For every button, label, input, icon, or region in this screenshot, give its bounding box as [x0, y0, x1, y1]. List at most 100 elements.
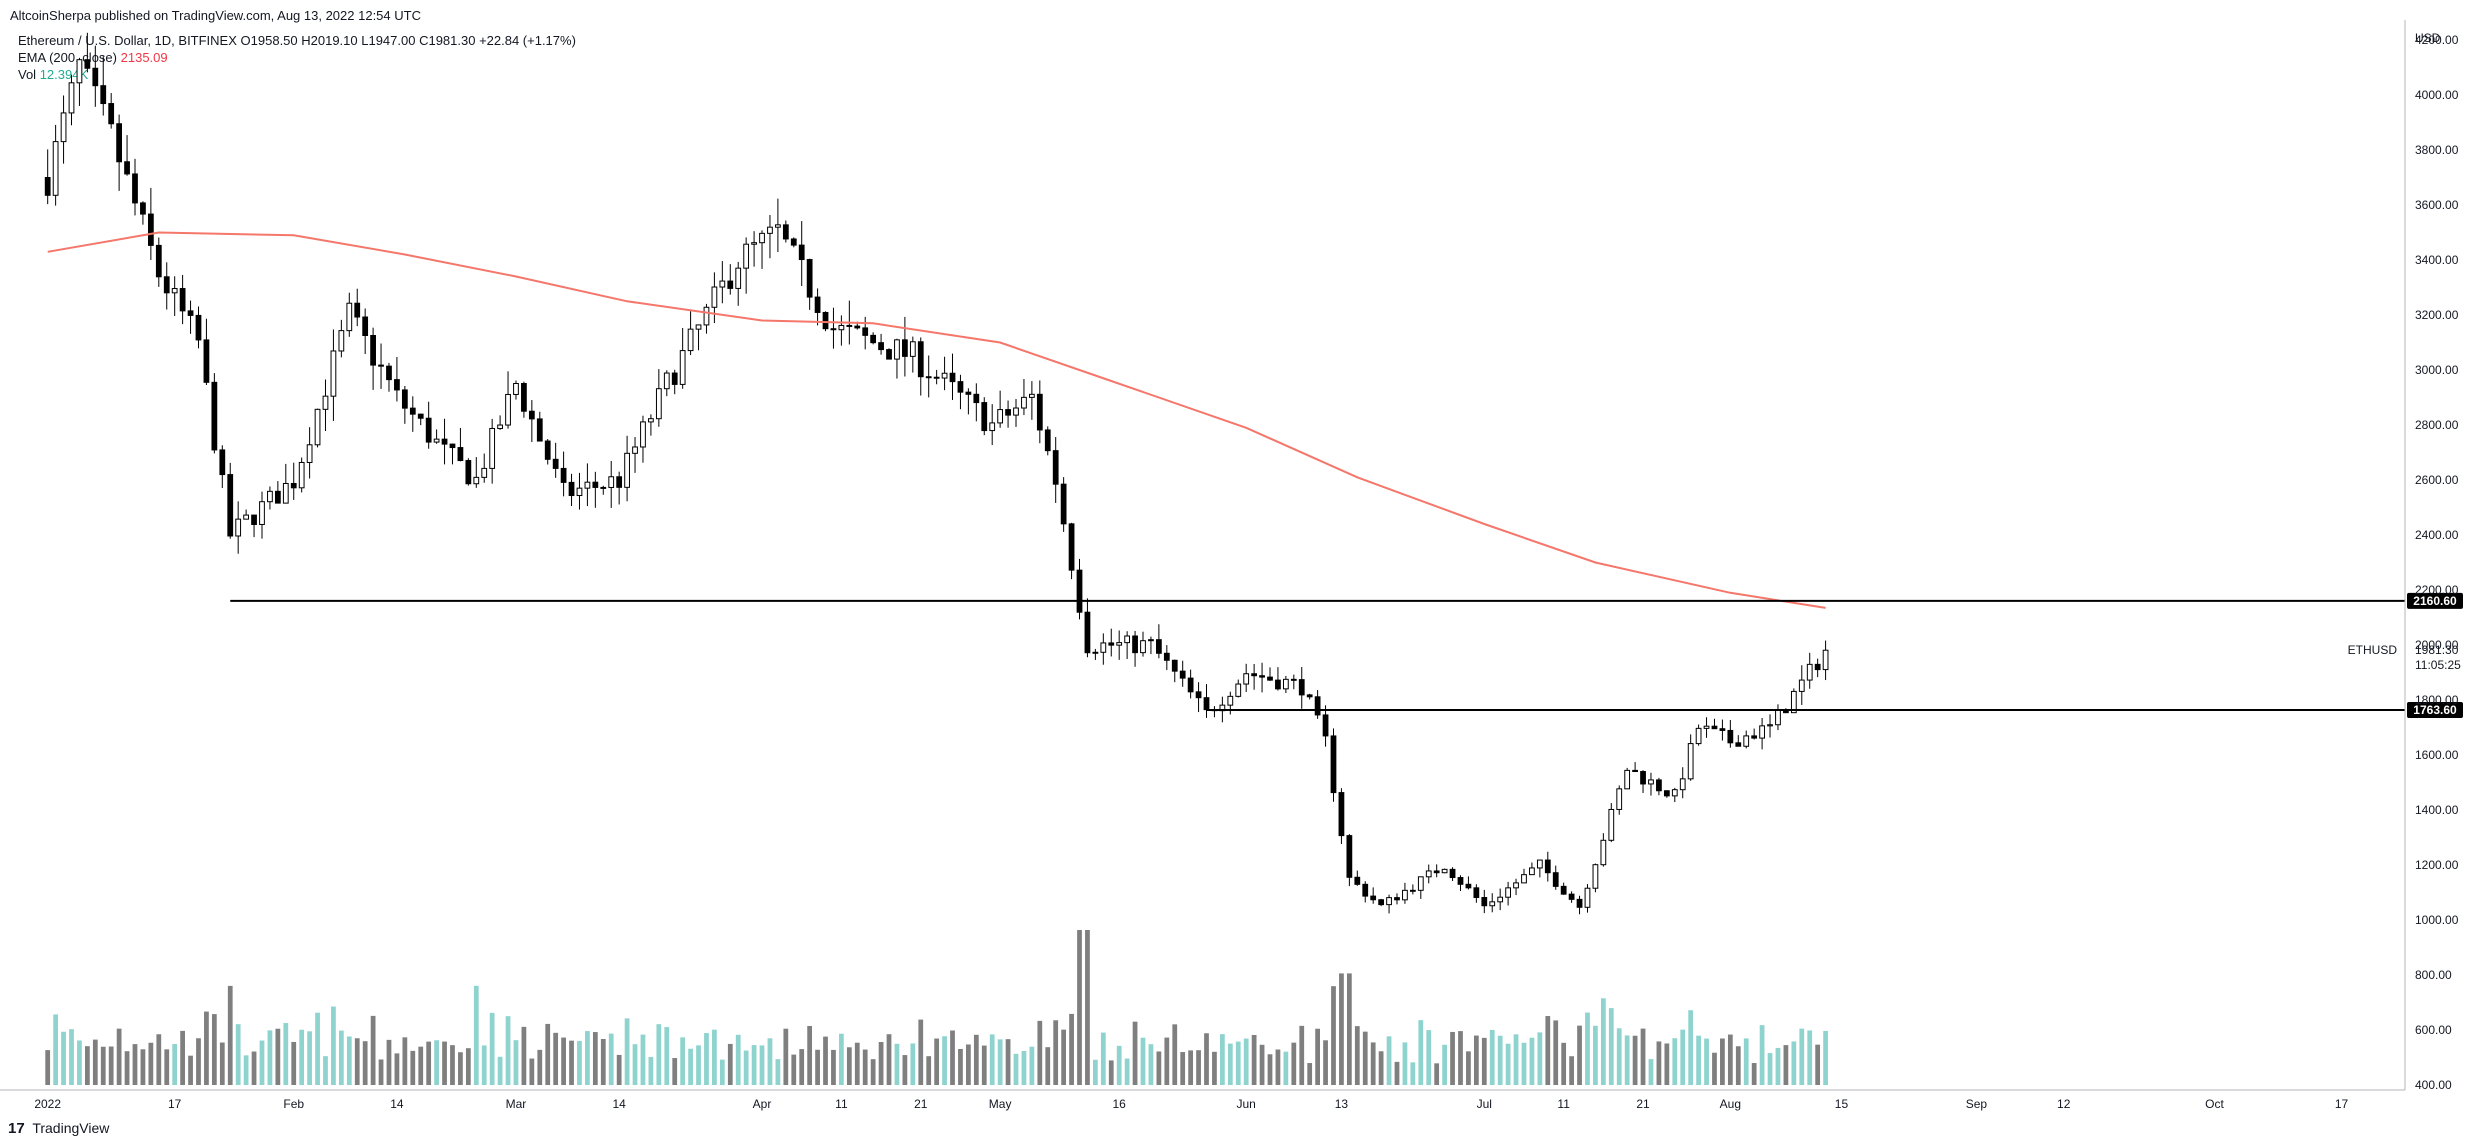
volume-bar	[450, 1045, 455, 1085]
x-tick-label: Oct	[2205, 1097, 2224, 1111]
x-tick-label: Sep	[1966, 1097, 1988, 1111]
volume-bar	[1735, 1046, 1741, 1085]
x-tick-label: 21	[1636, 1097, 1650, 1111]
candle-body	[989, 422, 996, 432]
candle-body	[505, 393, 511, 426]
volume-bar	[84, 1046, 90, 1085]
volume-bar	[291, 1041, 297, 1085]
volume-bar	[1743, 1038, 1749, 1085]
volume-bar	[1466, 1051, 1471, 1085]
candle-body	[132, 173, 138, 204]
x-tick-label: Feb	[283, 1097, 304, 1111]
volume-bar	[116, 1028, 122, 1085]
candle-body	[1536, 859, 1543, 869]
candle-body	[52, 141, 59, 196]
volume-bar	[1727, 1034, 1733, 1085]
candle-body	[465, 460, 472, 485]
candle-body	[941, 372, 948, 379]
volume-bar	[1172, 1024, 1178, 1085]
candle-body	[560, 467, 567, 483]
x-tick-label: 15	[1835, 1097, 1849, 1111]
volume-bar	[1077, 930, 1082, 1085]
volume-bar	[1680, 1029, 1686, 1085]
candle-body	[370, 334, 376, 366]
volume-bar	[767, 1038, 773, 1085]
candle-body	[648, 418, 654, 423]
volume-bar	[1624, 1035, 1630, 1085]
volume-bar	[894, 1043, 900, 1085]
candle-body	[251, 514, 257, 525]
candle-body	[1259, 675, 1265, 678]
volume-bar	[1315, 1028, 1321, 1085]
volume-bar	[1124, 1058, 1130, 1085]
volume-bar	[1386, 1036, 1392, 1085]
volume-bar	[696, 1045, 701, 1085]
candle-body	[1013, 407, 1019, 416]
candle-body	[1457, 877, 1464, 885]
volume-bar	[140, 1049, 146, 1085]
last-price-symbol: ETHUSD	[2348, 643, 2398, 657]
volume-bar	[1656, 1041, 1662, 1085]
candle-body	[600, 486, 607, 489]
volume-bar	[45, 1050, 51, 1085]
x-tick-label: 11	[1557, 1097, 1570, 1111]
candle-body	[441, 438, 448, 445]
candle-body	[1441, 868, 1448, 874]
candle-body	[1235, 683, 1242, 697]
volume-bar	[553, 1032, 559, 1085]
volume-bar	[1799, 1028, 1805, 1085]
footer-brand[interactable]: 17 TradingView	[8, 1120, 109, 1137]
candle-body	[306, 444, 313, 463]
volume-bar	[1418, 1020, 1424, 1085]
x-tick-label: 16	[1113, 1097, 1127, 1111]
volume-bar	[1204, 1033, 1209, 1085]
volume-bar	[839, 1033, 844, 1085]
volume-bar	[489, 1012, 495, 1085]
candle-body	[1155, 639, 1162, 654]
volume-bar	[854, 1042, 860, 1085]
volume-bar	[862, 1049, 868, 1085]
volume-bar	[751, 1045, 757, 1085]
volume-bar	[1759, 1025, 1765, 1085]
volume-bar	[124, 1051, 130, 1085]
candle-body	[1171, 659, 1178, 672]
candle-body	[1275, 679, 1281, 690]
volume-bar	[1791, 1041, 1797, 1085]
volume-bar	[1235, 1041, 1241, 1085]
candle-body	[552, 458, 559, 469]
volume-bar	[1092, 1059, 1098, 1085]
candle-body	[711, 286, 718, 308]
legend-vol-row[interactable]: Vol 12.394K	[18, 66, 576, 83]
candle-body	[1116, 642, 1123, 646]
level-price-box	[2407, 592, 2463, 609]
volume-bar	[799, 1049, 805, 1085]
volume-bar	[545, 1023, 551, 1085]
y-tick-label: 4200.00	[2415, 33, 2459, 47]
volume-bar	[1616, 1028, 1622, 1085]
candle-body	[735, 267, 742, 289]
horizontal-levels[interactable]: 2160.60 1763.60	[230, 592, 2463, 719]
candle-body	[243, 514, 249, 520]
legend-ema-value: 2135.09	[120, 50, 168, 65]
candle-body	[195, 314, 202, 341]
candle-body	[1465, 883, 1472, 889]
volume-bar	[1775, 1047, 1781, 1085]
candle-body	[1417, 876, 1424, 891]
candle-body	[1338, 792, 1345, 837]
volume-bar	[585, 1031, 590, 1085]
legend-ema-row[interactable]: EMA (200, close) 2135.09	[18, 49, 576, 66]
candle-body	[267, 490, 273, 503]
candlesticks	[44, 32, 1829, 915]
volume-bar	[1227, 1043, 1233, 1085]
candle-body	[1656, 779, 1662, 792]
candle-body	[1140, 640, 1146, 654]
volume-bar	[561, 1037, 566, 1085]
volume-bar	[1696, 1035, 1701, 1085]
volume-bar	[1108, 1060, 1114, 1085]
volume-bar	[712, 1029, 717, 1085]
legend-symbol-row[interactable]: Ethereum / U.S. Dollar, 1D, BITFINEX O19…	[18, 32, 576, 49]
volume-bar	[688, 1048, 693, 1085]
candle-body	[1409, 889, 1416, 892]
